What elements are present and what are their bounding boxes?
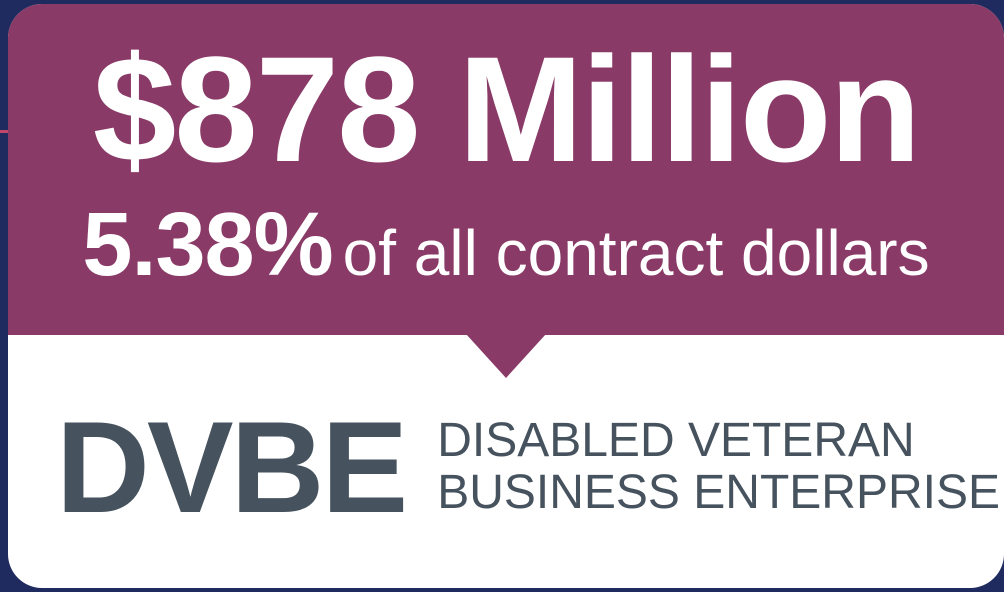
subline: 5.38% of all contract dollars xyxy=(8,200,1004,290)
stat-card: $878 Million 5.38% of all contract dollar… xyxy=(8,4,1004,588)
brand-acronym: DVBE xyxy=(56,394,408,540)
callout-pointer xyxy=(466,334,546,378)
brand-block: DVBE DISABLED VETERAN BUSINESS ENTERPRIS… xyxy=(56,402,1000,532)
brand-name-line-1: DISABLED VETERAN xyxy=(437,414,915,468)
brand-name-line-2: BUSINESS ENTERPRISE xyxy=(437,466,1000,519)
subline-percent: 5.38% xyxy=(82,195,333,295)
brand-name: DISABLED VETERAN BUSINESS ENTERPRISE xyxy=(437,415,1000,519)
headline-amount: $878 Million xyxy=(92,25,921,193)
subline-text: of all contract dollars xyxy=(342,217,930,289)
stat-panel: $878 Million 5.38% of all contract dollar… xyxy=(8,4,1004,335)
